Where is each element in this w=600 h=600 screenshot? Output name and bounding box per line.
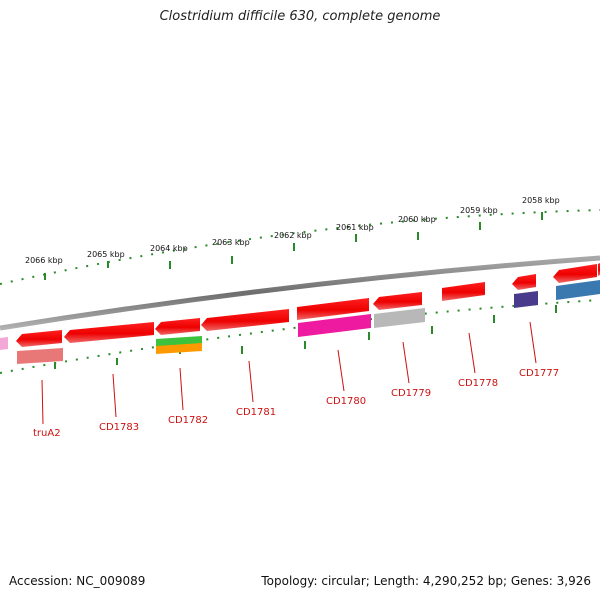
leader-CD1783 — [112, 373, 117, 418]
kbp-label: 2065 kbp — [87, 250, 125, 259]
outer-tick-ring — [0, 209, 600, 285]
feature-blocks — [0, 280, 600, 364]
outer-major-ticks — [44, 212, 543, 280]
gene-CD1782-arrow — [155, 318, 200, 335]
kbp-label: 2061 kbp — [336, 223, 374, 232]
gene-CD1781-arrow — [201, 309, 289, 331]
feature-block-pink — [0, 337, 8, 350]
gene-CD1779-arrow — [373, 292, 422, 310]
kbp-label: 2064 kbp — [150, 244, 188, 253]
accession-text: Accession: NC_009089 — [9, 574, 146, 588]
gene-truA2-arrow — [16, 330, 62, 347]
gene-label: CD1782 — [168, 415, 208, 426]
gene-label: CD1779 — [391, 388, 431, 399]
leader-CD1781 — [248, 360, 254, 403]
gene-label: truA2 — [33, 428, 61, 439]
kbp-label: 2058 kbp — [522, 196, 560, 205]
gene-CD1780-arrow — [297, 298, 369, 320]
feature-block-magenta — [298, 314, 371, 337]
leader-CD1780 — [337, 349, 345, 392]
gene-label: CD1783 — [99, 422, 139, 433]
feature-block-steelblue — [556, 280, 600, 300]
leader-CD1777 — [529, 321, 537, 364]
leader-truA2 — [41, 379, 44, 425]
forward-genes — [16, 263, 600, 347]
kbp-label: 2060 kbp — [398, 215, 436, 224]
feature-block-gray — [374, 308, 425, 328]
gene-next-arrow — [553, 264, 597, 283]
kbp-label: 2062 kbp — [274, 231, 312, 240]
gene-label: CD1778 — [458, 378, 498, 389]
gene-CD1778-arrow — [442, 282, 485, 301]
kbp-label: 2066 kbp — [25, 256, 63, 265]
gene-label: CD1780 — [326, 396, 366, 407]
genome-backbone — [0, 255, 600, 331]
leader-CD1782 — [179, 367, 184, 411]
map-title: Clostridium difficile 630, complete geno… — [159, 9, 441, 24]
genome-summary-text: Topology: circular; Length: 4,290,252 bp… — [261, 574, 591, 588]
gene-CD1783-arrow — [64, 322, 154, 343]
gene-CD1777-arrow — [512, 274, 536, 290]
kbp-label: 2063 kbp — [212, 238, 250, 247]
gene-leader-lines — [41, 321, 537, 425]
feature-block-purple — [514, 291, 538, 308]
feature-block-orange — [156, 343, 202, 354]
gene-label: CD1781 — [236, 407, 276, 418]
leader-CD1779 — [402, 341, 410, 384]
feature-block-salmon — [17, 348, 63, 364]
gene-label: CD1777 — [519, 368, 559, 379]
leader-CD1778 — [468, 332, 476, 374]
kbp-label: 2059 kbp — [460, 206, 498, 215]
